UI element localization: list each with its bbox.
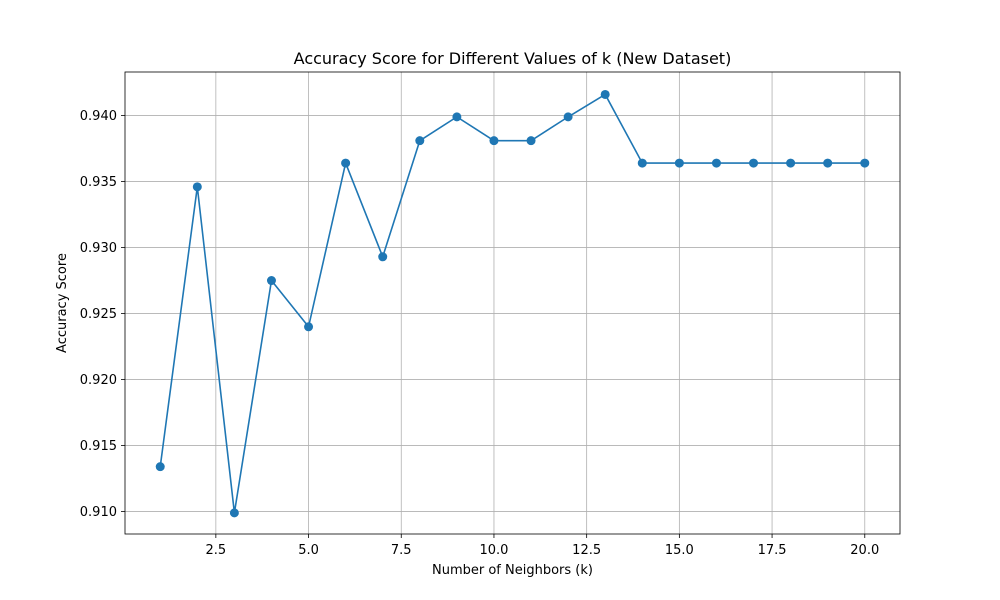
x-axis-label: Number of Neighbors (k) [432, 563, 593, 578]
grid-layer [125, 72, 900, 534]
x-tick-label: 7.5 [391, 543, 412, 558]
data-point [229, 508, 239, 518]
series-line [159, 93, 865, 514]
x-tick-label: 5.0 [298, 543, 319, 558]
data-point [341, 158, 351, 168]
data-point [600, 89, 610, 99]
y-tick-label: 0.915 [80, 439, 117, 454]
data-point [415, 136, 425, 146]
series-layer [155, 89, 870, 518]
data-point [452, 112, 462, 122]
tick-layer: 2.5 5.0 7.5 10.0 12.5 15.0 17.5 20.0 0.910 0.915 0… [80, 109, 879, 558]
y-tick-label: 0.910 [80, 505, 117, 520]
x-tick-label: 12.5 [572, 543, 601, 558]
chart-title: Accuracy Score for Different Values of k… [294, 49, 732, 68]
x-tick-label: 17.5 [758, 543, 787, 558]
data-point [674, 158, 684, 168]
plot-frame [124, 71, 901, 535]
data-point [489, 136, 499, 146]
y-tick-label: 0.920 [80, 373, 117, 388]
data-point [637, 158, 647, 168]
y-tick-label: 0.935 [80, 175, 117, 190]
x-tick-label: 10.0 [479, 543, 508, 558]
data-point [526, 136, 536, 146]
axes-layer [124, 71, 901, 535]
data-point [860, 158, 870, 168]
data-point [266, 276, 276, 286]
y-axis-label: Accuracy Score [55, 253, 70, 353]
data-point [749, 158, 759, 168]
data-point [304, 322, 314, 332]
y-tick-label: 0.925 [80, 307, 117, 322]
x-tick-label: 2.5 [206, 543, 227, 558]
data-point [192, 182, 202, 192]
x-tick-label: 20.0 [850, 543, 879, 558]
data-point [823, 158, 833, 168]
data-point [786, 158, 796, 168]
y-tick-label: 0.940 [80, 109, 117, 124]
x-tick-label: 15.0 [665, 543, 694, 558]
data-point [155, 462, 165, 472]
y-tick-label: 0.930 [80, 241, 117, 256]
data-point [378, 252, 388, 262]
data-point [563, 112, 573, 122]
data-point [711, 158, 721, 168]
